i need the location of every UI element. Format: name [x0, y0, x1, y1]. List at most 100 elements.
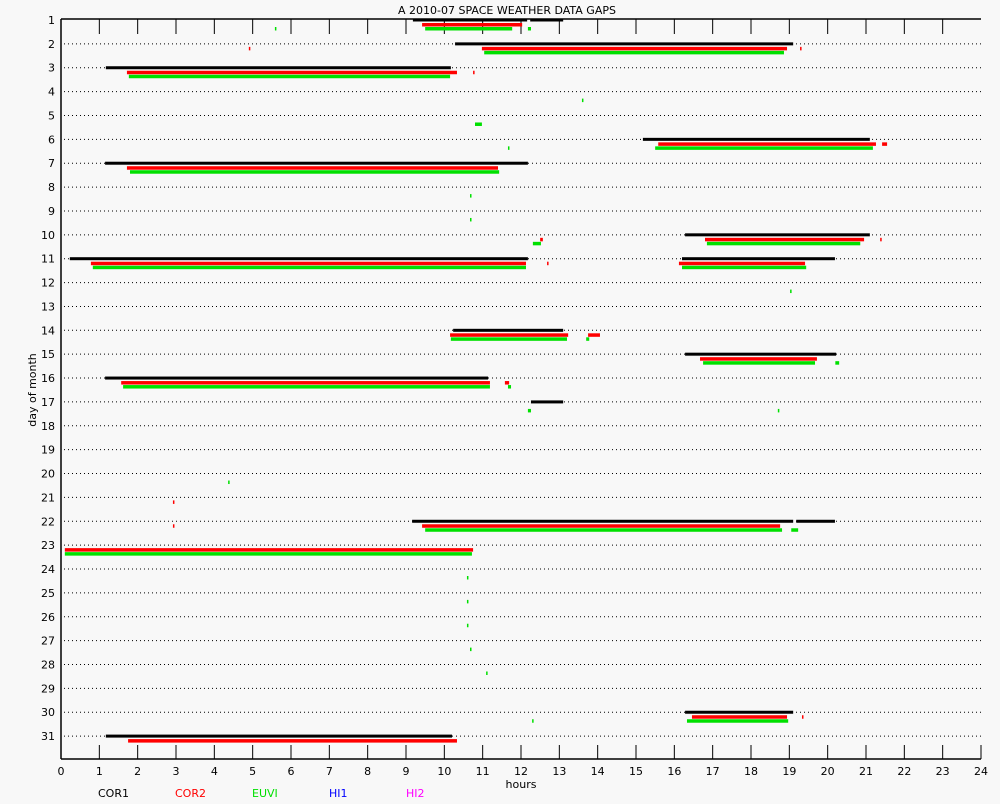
- y-tick-label: 23: [41, 539, 55, 552]
- gap-bar-euvi: [835, 361, 840, 365]
- gap-bar-euvi: [686, 719, 789, 723]
- gap-bar-cor2: [422, 23, 523, 27]
- y-tick-label: 20: [41, 468, 55, 481]
- gap-bar-cor2: [700, 357, 817, 361]
- gap-bar-cor2: [172, 524, 175, 528]
- y-tick-label: 24: [41, 563, 55, 576]
- legend-hi1: HI1: [329, 787, 348, 800]
- gap-bar-euvi: [655, 146, 873, 150]
- gap-bar-cor2: [121, 381, 490, 385]
- gap-bar-euvi: [64, 552, 472, 556]
- gap-bar-euvi: [128, 74, 451, 79]
- gap-bar-euvi: [470, 194, 472, 198]
- gap-bar-cor1: [642, 137, 870, 141]
- x-axis-label: hours: [506, 778, 537, 791]
- legend-euvi: EUVI: [252, 787, 278, 800]
- gap-bar-cor2: [801, 715, 804, 719]
- gap-bar-cor1: [796, 519, 835, 523]
- gap-bar-euvi: [466, 623, 469, 628]
- gap-bar-euvi: [123, 385, 490, 389]
- x-tick-label: 0: [58, 765, 65, 778]
- gap-bar-cor2: [547, 261, 549, 266]
- gap-bar-cor2: [422, 524, 781, 528]
- x-tick-label: 6: [288, 765, 295, 778]
- y-tick-label: 31: [41, 730, 55, 743]
- y-tick-label: 1: [48, 14, 55, 27]
- gap-bar-cor2: [540, 237, 543, 242]
- x-tick-label: 18: [744, 765, 758, 778]
- gap-bar-euvi: [581, 98, 584, 103]
- gap-bar-cor1: [530, 400, 564, 404]
- gap-bar-cor1: [105, 734, 452, 738]
- gap-bar-cor1: [69, 257, 528, 261]
- gap-bar-cor1: [105, 66, 451, 70]
- gap-bar-cor1: [685, 352, 837, 356]
- gap-bar-cor2: [882, 142, 888, 146]
- gap-bar-euvi: [228, 480, 230, 485]
- y-tick-label: 14: [41, 324, 55, 337]
- y-tick-label: 29: [41, 682, 55, 695]
- x-tick-label: 8: [364, 765, 371, 778]
- gap-bar-cor2: [658, 142, 876, 146]
- x-tick-label: 15: [629, 765, 643, 778]
- gap-bar-euvi: [527, 27, 531, 31]
- x-tick-label: 12: [514, 765, 528, 778]
- y-tick-label: 12: [41, 277, 55, 290]
- gap-bar-cor1: [455, 42, 794, 46]
- gap-bar-cor2: [172, 500, 175, 504]
- y-tick-label: 28: [41, 658, 55, 671]
- gap-bar-euvi: [425, 27, 513, 31]
- gap-bar-euvi: [475, 122, 482, 126]
- y-tick-label: 4: [48, 86, 55, 99]
- y-tick-label: 10: [41, 229, 55, 242]
- gap-bar-cor2: [473, 70, 475, 75]
- y-tick-label: 7: [48, 157, 55, 170]
- gap-bar-cor2: [481, 46, 788, 51]
- x-tick-label: 13: [552, 765, 566, 778]
- gap-bar-euvi: [703, 361, 816, 365]
- y-tick-label: 5: [48, 109, 55, 122]
- x-tick-label: 9: [403, 765, 410, 778]
- gap-bar-cor2: [504, 381, 510, 385]
- gap-bar-cor2: [678, 261, 806, 266]
- y-tick-label: 19: [41, 444, 55, 457]
- legend-cor2: COR2: [175, 787, 206, 800]
- x-tick-label: 4: [211, 765, 218, 778]
- x-tick-label: 17: [706, 765, 720, 778]
- x-tick-label: 11: [476, 765, 490, 778]
- gap-bar-euvi: [586, 337, 590, 341]
- gap-bar-euvi: [470, 217, 472, 222]
- gap-bar-euvi: [484, 50, 784, 55]
- legend-cor1: COR1: [98, 787, 129, 800]
- gap-bar-euvi: [532, 719, 534, 723]
- gap-bar-cor1: [682, 257, 835, 261]
- gap-bar-euvi: [486, 671, 488, 675]
- y-tick-label: 11: [41, 253, 55, 266]
- gap-bar-cor2: [705, 237, 865, 242]
- x-tick-label: 5: [249, 765, 256, 778]
- gap-bar-euvi: [527, 408, 531, 413]
- legend-hi2: HI2: [406, 787, 425, 800]
- gap-bar-cor2: [450, 333, 569, 337]
- y-tick-label: 16: [41, 372, 55, 385]
- gap-bar-cor2: [880, 237, 882, 242]
- gap-bar-cor2: [126, 70, 457, 75]
- x-tick-label: 19: [782, 765, 796, 778]
- y-tick-label: 26: [41, 611, 55, 624]
- gap-bar-euvi: [791, 528, 799, 532]
- gap-bar-euvi: [92, 265, 526, 270]
- gap-bar-cor2: [800, 46, 802, 51]
- gap-bar-euvi: [706, 241, 861, 246]
- y-tick-label: 3: [48, 62, 55, 75]
- gap-bar-cor1: [685, 233, 870, 237]
- y-tick-label: 9: [48, 205, 55, 218]
- gap-bar-euvi: [466, 599, 469, 604]
- x-tick-label: 1: [96, 765, 103, 778]
- x-tick-label: 23: [936, 765, 950, 778]
- gap-bar-euvi: [425, 528, 783, 532]
- y-tick-label: 17: [41, 396, 55, 409]
- y-tick-label: 21: [41, 491, 55, 504]
- x-tick-label: 22: [897, 765, 911, 778]
- x-tick-label: 16: [667, 765, 681, 778]
